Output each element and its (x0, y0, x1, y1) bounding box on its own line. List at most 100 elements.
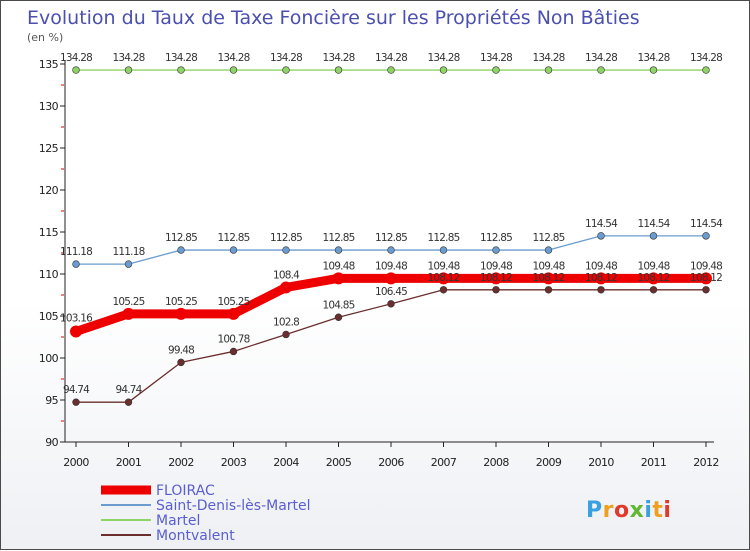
data-point (282, 330, 290, 339)
y-tick-label: 130 (39, 100, 59, 113)
data-point (122, 307, 135, 320)
data-point (702, 286, 710, 294)
data-label: 99.48 (168, 344, 194, 356)
data-label: 108.12 (638, 272, 670, 284)
data-label: 109.48 (638, 260, 670, 272)
data-point (387, 66, 395, 74)
data-point (227, 307, 240, 320)
data-point (544, 246, 553, 254)
data-point (492, 286, 500, 294)
data-point (177, 66, 185, 74)
legend: FLOIRACSaint-Denis-lès-MartelMartelMontv… (101, 483, 311, 544)
data-point (542, 272, 555, 285)
legend-label: Montvalent (156, 528, 235, 544)
y-tick-label: 90 (45, 436, 58, 449)
data-label: 105.25 (113, 296, 145, 308)
x-tick-label: 2000 (63, 456, 89, 469)
data-point (124, 398, 133, 406)
data-label: 134.28 (375, 52, 407, 64)
axes: 90 95 100 105 110 115 120 125 130 135 2000 2001 2002… (39, 58, 720, 469)
data-point (647, 272, 660, 285)
data-label: 112.85 (428, 232, 460, 244)
y-tick-label: 115 (39, 226, 59, 239)
data-label: 134.28 (218, 52, 250, 64)
y-tick-label: 120 (39, 184, 59, 197)
data-point (177, 358, 185, 367)
data-point (175, 307, 187, 320)
x-tick-label: 2007 (431, 456, 457, 469)
legend-label: Martel (156, 513, 200, 529)
data-point (72, 260, 80, 268)
data-label: 134.28 (113, 52, 145, 64)
data-point (282, 66, 290, 74)
data-point (702, 232, 710, 240)
data-labels: 103.16 105.25 105.25 105.25 108.4 109.48 109.4… (60, 52, 724, 396)
data-point (334, 66, 343, 74)
y-tick-label: 125 (39, 142, 59, 155)
data-point (229, 246, 238, 254)
x-tick-label: 2003 (221, 456, 247, 469)
y-tick-label: 105 (39, 310, 59, 323)
data-point (597, 286, 605, 294)
x-tick-label: 2012 (693, 456, 719, 469)
x-tick-label: 2001 (116, 456, 142, 469)
y-tick-label: 110 (39, 268, 59, 281)
data-point (595, 272, 607, 285)
data-label: 134.28 (638, 52, 670, 64)
data-label: 109.48 (428, 260, 460, 272)
data-point (492, 66, 500, 74)
data-point (649, 232, 658, 240)
data-label: 111.18 (60, 246, 92, 258)
data-label: 134.28 (585, 52, 617, 64)
data-label: 112.85 (323, 232, 355, 244)
x-tick-label: 2010 (588, 456, 614, 469)
y-axis-unit: (en %) (27, 31, 63, 44)
data-label: 134.28 (428, 52, 460, 64)
data-point (124, 260, 133, 268)
data-label: 108.12 (690, 272, 722, 284)
x-tick-label: 2002 (168, 456, 194, 469)
data-label: 134.28 (323, 52, 355, 64)
data-point (385, 272, 397, 285)
data-label: 134.28 (270, 52, 302, 64)
data-label: 108.12 (428, 272, 460, 284)
data-point (439, 66, 448, 74)
data-point (544, 286, 553, 294)
data-label: 109.48 (375, 260, 407, 272)
data-point (439, 286, 448, 294)
data-label: 134.28 (690, 52, 722, 64)
data-label: 108.4 (273, 269, 300, 281)
data-label: 102.8 (273, 316, 299, 328)
data-point (124, 66, 133, 74)
data-label: 134.28 (165, 52, 197, 64)
data-label: 109.48 (323, 260, 355, 272)
data-point (177, 246, 185, 254)
data-label: 108.12 (585, 272, 617, 284)
logo-letter: t (652, 498, 663, 523)
data-label: 134.28 (480, 52, 512, 64)
x-tick-label: 2004 (273, 456, 299, 469)
data-point (597, 232, 605, 240)
data-label: 114.54 (638, 218, 671, 230)
data-label: 106.45 (375, 286, 407, 298)
data-point (332, 272, 345, 285)
legend-label: Saint-Denis-lès-Martel (156, 498, 311, 514)
chart-title: Evolution du Taux de Taxe Foncière sur l… (27, 7, 640, 29)
x-tick-label: 2011 (641, 456, 667, 469)
x-tick-label: 2008 (483, 456, 509, 469)
data-point (702, 66, 710, 74)
data-point (649, 66, 658, 74)
data-point (280, 281, 292, 294)
series-lines (70, 66, 712, 406)
data-point (544, 66, 553, 74)
data-point (649, 286, 658, 294)
data-point (334, 313, 343, 321)
data-label: 112.85 (165, 232, 197, 244)
data-label: 134.28 (533, 52, 565, 64)
logo-letter: r (603, 498, 614, 523)
data-label: 109.48 (585, 260, 617, 272)
data-label: 112.85 (533, 232, 565, 244)
logo-letter: P (586, 498, 603, 523)
data-label: 94.74 (63, 384, 90, 396)
